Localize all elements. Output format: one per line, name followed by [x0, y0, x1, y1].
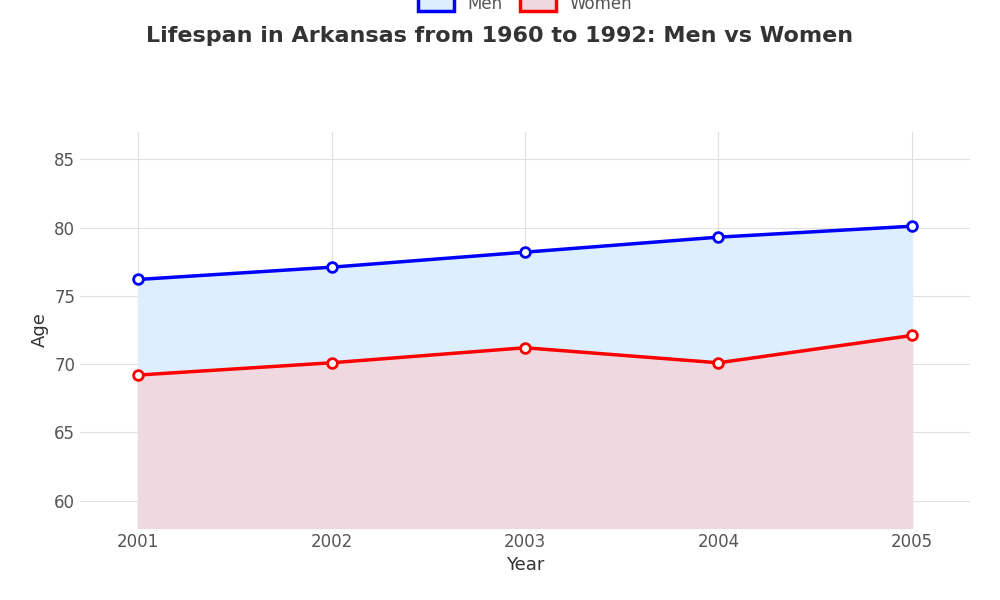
Text: Lifespan in Arkansas from 1960 to 1992: Men vs Women: Lifespan in Arkansas from 1960 to 1992: …: [146, 26, 854, 46]
Y-axis label: Age: Age: [31, 313, 49, 347]
Legend: Men, Women: Men, Women: [413, 0, 637, 18]
X-axis label: Year: Year: [506, 556, 544, 574]
